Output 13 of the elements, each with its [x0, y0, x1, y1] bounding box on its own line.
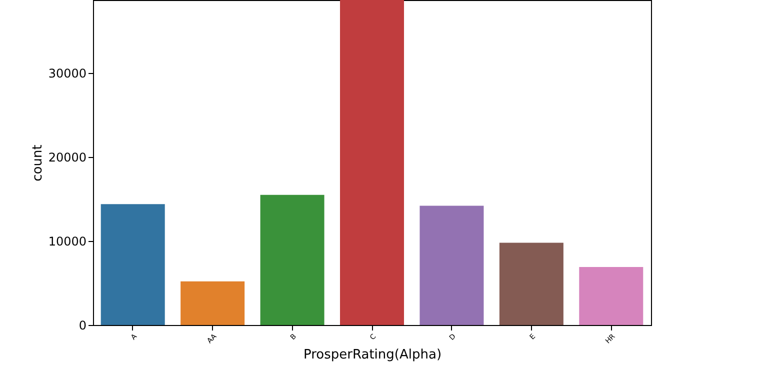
bar [340, 0, 404, 325]
bar [499, 242, 564, 325]
bar [420, 206, 484, 325]
y-axis-title: count [30, 144, 46, 182]
x-axis-title: ProsperRating(Alpha) [303, 348, 442, 363]
y-tick-label: 30000 [48, 66, 86, 81]
bar [180, 281, 245, 325]
y-tick-label: 0 [78, 318, 86, 332]
y-tick-label: 10000 [48, 234, 86, 249]
y-tick-label: 20000 [48, 150, 86, 165]
bar [260, 194, 324, 325]
bar [100, 204, 165, 325]
bar [579, 267, 644, 325]
